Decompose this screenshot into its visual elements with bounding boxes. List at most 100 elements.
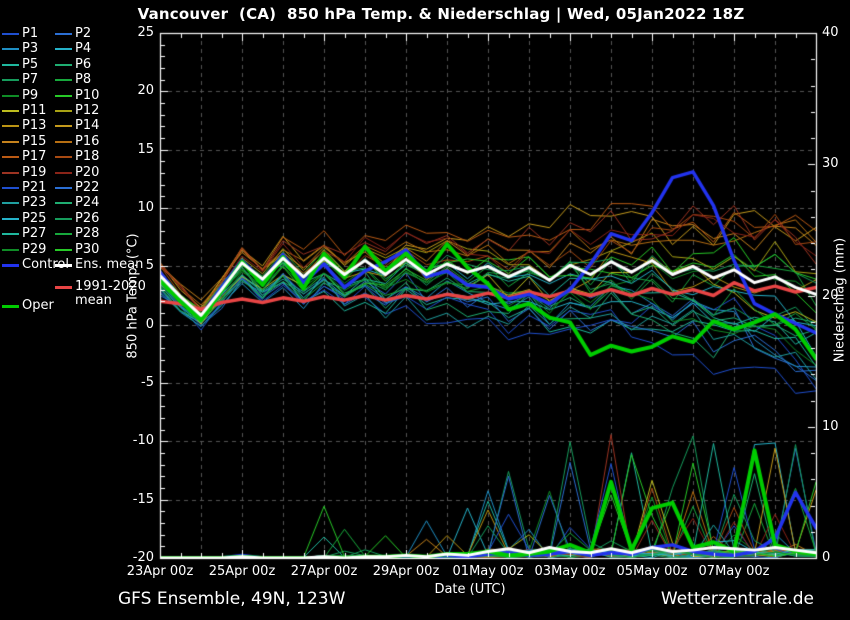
legend-item-p4: P4 [55, 42, 91, 56]
legend-item-p13: P13 [2, 119, 46, 133]
legend-item-p24: P24 [55, 196, 99, 210]
legend-label: Oper [22, 298, 54, 313]
legend-item-p11: P11 [2, 104, 46, 118]
legend-item-p18: P18 [55, 150, 99, 164]
date-tick-label: 03May 00z [534, 564, 606, 579]
legend-swatch [55, 202, 72, 205]
legend-label: P5 [22, 56, 39, 72]
legend-label: P3 [22, 41, 39, 57]
legend-swatch [55, 94, 72, 97]
temp-tick-label: 15 [137, 141, 154, 157]
legend-label: P10 [75, 87, 100, 103]
legend-label: P28 [75, 226, 100, 242]
legend-label: P19 [22, 164, 47, 180]
date-tick-label: 01May 00z [452, 564, 524, 579]
temp-tick-label: -15 [132, 491, 154, 507]
legend-label: P7 [22, 72, 39, 88]
legend-item-1991-2020-mean: 1991-2020 mean [55, 280, 155, 308]
legend-item-p10: P10 [55, 87, 100, 103]
legend-swatch [2, 48, 19, 51]
legend-swatch [2, 140, 19, 143]
legend-swatch [55, 187, 72, 189]
legend-swatch [2, 94, 19, 97]
date-tick-label: 05May 00z [616, 564, 688, 579]
legend-label: P15 [22, 133, 47, 149]
legend-item-ens-mean: Ens. mean [55, 258, 143, 272]
legend-swatch [55, 233, 72, 236]
footer-right: Wetterzentrale.de [660, 589, 814, 609]
temp-tick-label: -10 [132, 433, 154, 449]
legend-swatch [2, 187, 19, 189]
legend-item-p25: P25 [2, 210, 47, 226]
precip-tick-label: 30 [822, 156, 839, 172]
legend-swatch [55, 140, 72, 143]
legend-label: P24 [75, 195, 100, 211]
legend-item-p14: P14 [55, 119, 99, 133]
precip-tick-label: 40 [822, 25, 839, 40]
temp-tick-label: -20 [132, 550, 154, 565]
legend-swatch [55, 286, 72, 289]
legend-label: P18 [75, 149, 100, 165]
legend-item-p19: P19 [2, 164, 47, 180]
legend-label: P17 [22, 149, 47, 165]
legend-label: P13 [22, 118, 47, 134]
legend-label: P27 [22, 226, 47, 242]
legend-swatch [55, 33, 72, 35]
legend-item-p23: P23 [2, 196, 46, 210]
legend-label: P11 [22, 103, 47, 118]
legend-swatch [55, 156, 72, 159]
legend-label: P29 [22, 241, 47, 257]
legend-swatch [55, 263, 72, 267]
legend-item-p29: P29 [2, 241, 47, 257]
legend-label: P23 [22, 195, 47, 211]
legend-label: P6 [75, 56, 92, 72]
legend-item-p6: P6 [55, 56, 92, 72]
legend-swatch [55, 125, 72, 128]
precip-tick-label: 10 [822, 418, 839, 434]
legend-label: P25 [22, 210, 47, 226]
legend-label: P14 [75, 118, 100, 134]
x-axis-label: Date (UTC) [434, 582, 506, 597]
legend-item-p16: P16 [55, 134, 99, 149]
temp-tick-label: 0 [145, 316, 154, 332]
legend-label: Ens. mean [75, 257, 144, 272]
legend-swatch [2, 110, 19, 112]
legend-label: 1991-2020 mean [75, 279, 146, 308]
legend-label: P4 [75, 41, 92, 57]
legend-item-p26: P26 [55, 211, 99, 226]
legend-swatch [55, 48, 72, 51]
legend-swatch [2, 248, 19, 251]
legend-item-p3: P3 [2, 42, 38, 56]
legend-item-p27: P27 [2, 227, 46, 241]
legend-item-p15: P15 [2, 133, 47, 149]
temp-tick-label: 10 [137, 200, 154, 215]
temp-tick-label: 20 [137, 83, 154, 99]
date-tick-label: 27Apr 00z [290, 564, 358, 579]
legend-swatch [55, 171, 72, 174]
left-axis-label: 850 hPa Temp. (°C) [125, 233, 141, 359]
legend-item-oper: Oper [2, 299, 54, 313]
legend-swatch [2, 79, 19, 82]
legend-label: P21 [22, 180, 47, 195]
legend-swatch [2, 125, 19, 128]
legend-item-p30: P30 [55, 242, 99, 257]
date-tick-label: 23Apr 00z [126, 564, 194, 579]
legend-swatch [2, 63, 19, 66]
legend-swatch [2, 263, 19, 267]
precip-tick-label: 0 [822, 550, 831, 565]
legend-swatch [2, 304, 19, 308]
precip-tick-label: 20 [822, 287, 839, 303]
temp-tick-label: 5 [145, 258, 154, 274]
footer-left: GFS Ensemble, 49N, 123W [118, 589, 346, 609]
legend-swatch [2, 233, 19, 236]
legend-label: P9 [22, 87, 39, 103]
legend-label: Control [22, 257, 69, 272]
legend-swatch [55, 110, 72, 112]
legend-swatch [2, 202, 19, 205]
legend-label: P22 [75, 180, 100, 195]
legend-item-p9: P9 [2, 87, 39, 103]
legend-item-p8: P8 [55, 73, 91, 87]
legend-label: P20 [75, 164, 100, 180]
